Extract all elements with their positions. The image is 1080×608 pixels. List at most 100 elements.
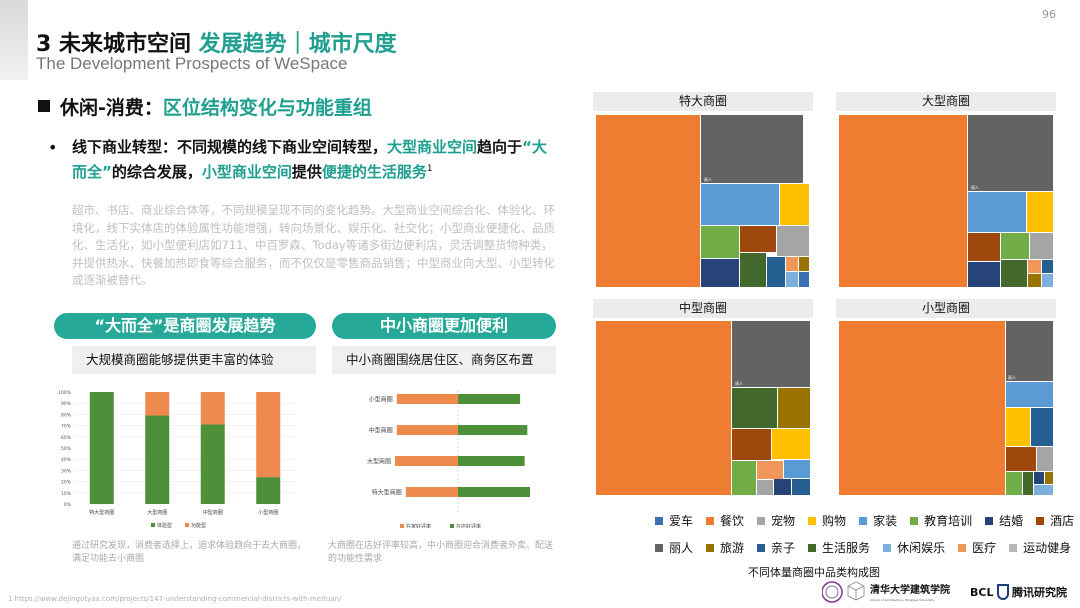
- legend-swatch: [706, 544, 715, 552]
- legend-swatch: [655, 544, 663, 552]
- legend-label: 功能型: [191, 522, 206, 529]
- tm-cell: [596, 115, 700, 287]
- page-number: 96: [1042, 8, 1056, 21]
- section-title: 休闲-消费：区位结构变化与功能重组: [38, 93, 372, 120]
- treemap-s: 丽人: [839, 321, 1053, 495]
- tm-cell: [839, 115, 967, 287]
- school-logo-subtext: School of Architecture, Tsinghua Univers…: [870, 598, 935, 602]
- legend-swatch: [400, 524, 404, 528]
- tm-cell-label: 丽人: [971, 185, 979, 190]
- tm-cell: [1023, 472, 1033, 495]
- partner-logos: 清华大学建筑学院 School of Architecture, Tsinghu…: [822, 581, 1067, 603]
- legend-item: 医疗: [958, 539, 996, 556]
- tm-cell: [772, 429, 810, 459]
- tm-cell: [767, 257, 785, 287]
- x-tick-label: 中型商圈: [203, 509, 223, 516]
- tm-cell-label: 丽人: [1008, 375, 1016, 380]
- legend-swatch: [808, 544, 817, 552]
- tm-cell: [740, 253, 766, 287]
- y-tick-label: 50%: [61, 446, 72, 452]
- legend-label: 宠物: [771, 514, 796, 528]
- tm-cell: [1028, 274, 1041, 287]
- legend-item: 爱车: [655, 512, 693, 529]
- tm-cell: [701, 115, 803, 183]
- tencent-logo-text: 腾讯研究院: [1012, 585, 1067, 599]
- tm-cell: [732, 461, 756, 495]
- legend-swatch: [757, 544, 766, 552]
- y-tick-label: 30%: [61, 468, 72, 474]
- y-tick-label: 60%: [61, 435, 72, 441]
- legend-label: 酒店: [1050, 514, 1075, 528]
- legend-label: 家装: [873, 514, 898, 528]
- bar-left: [396, 425, 458, 435]
- treemap-legend-row1: 爱车 餐饮 宠物 购物 家装 教育培训 结婚 酒店: [655, 512, 1080, 529]
- legend-item: 结婚: [985, 512, 1023, 529]
- bar-segment: [145, 415, 170, 504]
- bcl-logo: BCL: [970, 586, 993, 599]
- tm-cell: [1030, 233, 1053, 259]
- bar-right: [458, 456, 525, 466]
- bar-left: [405, 487, 458, 497]
- legend-item: 运动健身: [1009, 539, 1071, 556]
- tm-cell: [778, 388, 810, 428]
- bar-right: [458, 394, 521, 404]
- legend-label: 餐饮: [720, 514, 745, 528]
- bar-right: [458, 487, 530, 497]
- tm-cell: [792, 479, 810, 495]
- tm-cell: [732, 321, 810, 387]
- legend-swatch: [151, 523, 155, 527]
- legend-item: 餐饮: [706, 512, 744, 529]
- tm-cell: [701, 259, 739, 287]
- tsinghua-seal-icon: [822, 581, 843, 603]
- bar-segment: [200, 392, 225, 425]
- tm-cell: [732, 429, 771, 460]
- footnote: 1 https://www.dejingotyaa.com/projects/1…: [8, 595, 342, 603]
- y-tick-label: 90%: [61, 401, 72, 407]
- legend-swatch: [1009, 544, 1018, 552]
- tm-cell: [1006, 321, 1053, 381]
- tm-cell: [799, 272, 809, 287]
- treemap-l: 丽人: [839, 115, 1053, 287]
- treemap-title-l: 大型商圈: [836, 92, 1056, 111]
- tm-cell: [757, 480, 773, 495]
- legend-label: 结婚: [999, 514, 1024, 528]
- y-tick-label: 40%: [61, 457, 72, 463]
- bullet-text: 线下商业转型：不同规模的线下商业空间转型，大型商业空间趋向于“大而全”的综合发展…: [72, 138, 547, 181]
- bar-segment: [256, 477, 281, 504]
- y-tick-label: 0%: [64, 502, 72, 508]
- legend-label: 生活服务: [822, 541, 871, 555]
- school-logo-text: 清华大学建筑学院: [870, 583, 950, 596]
- legend-label: 休闲娱乐: [897, 541, 946, 555]
- tm-cell-label: 丽人: [704, 177, 712, 182]
- bar-segment: [200, 424, 225, 504]
- tm-cell: [1037, 447, 1053, 471]
- tm-cell: [799, 257, 809, 271]
- tm-cell: [777, 226, 809, 256]
- legend-label: 体验型: [157, 522, 172, 529]
- legend-item: 生活服务: [808, 539, 870, 556]
- legend-item: 亲子: [757, 539, 795, 556]
- legend-swatch: [958, 544, 967, 552]
- legend-item: 休闲娱乐: [883, 539, 945, 556]
- x-tick-label: 小型商圈: [258, 509, 278, 516]
- tm-cell: [1034, 472, 1044, 484]
- tm-cell-label: 丽人: [735, 381, 743, 386]
- tm-cell: [1027, 192, 1053, 232]
- bar-segment: [256, 392, 281, 478]
- legend-label: 运动健身: [1023, 541, 1072, 555]
- treemap-legend-row2: 丽人 旅游 亲子 生活服务 休闲娱乐 医疗 运动健身: [655, 539, 1080, 556]
- square-bullet-icon: [38, 100, 50, 112]
- y-tick-label: 20%: [61, 480, 72, 486]
- y-tick-label: 80%: [61, 412, 72, 418]
- tm-cell: [596, 321, 731, 495]
- legend-swatch: [757, 517, 766, 525]
- legend-swatch: [808, 517, 817, 525]
- legend-item: 酒店: [1036, 512, 1074, 529]
- legend-label: 爱车: [669, 514, 694, 528]
- treemap-title-m: 中型商圈: [593, 299, 813, 318]
- treemap-caption: 不同体量商圈中品类构成图: [748, 566, 880, 579]
- legend-swatch: [185, 523, 189, 527]
- tm-cell: [1006, 447, 1036, 471]
- y-tick-label: 10%: [61, 491, 72, 497]
